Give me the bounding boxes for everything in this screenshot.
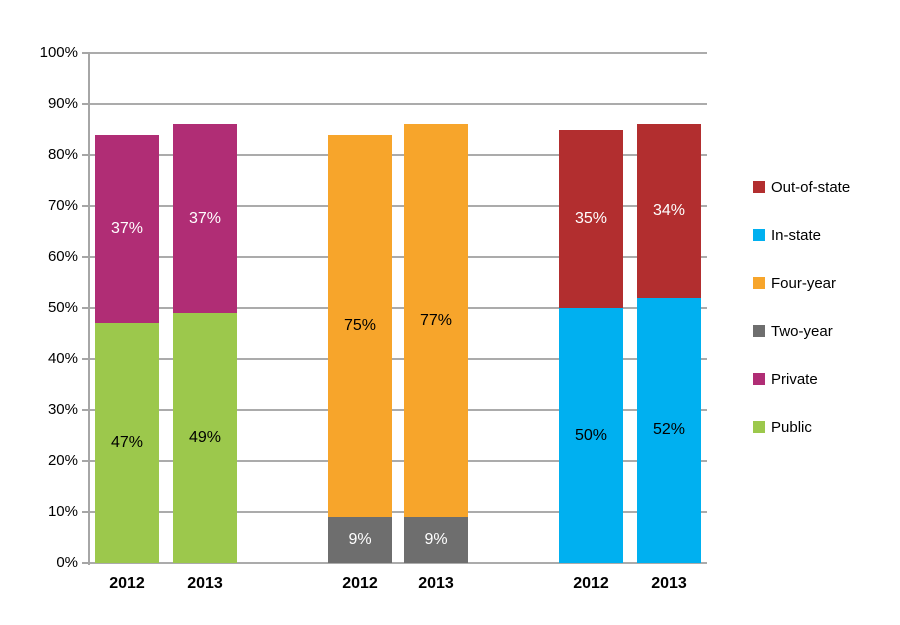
legend-item-out-of-state: Out-of-state	[753, 163, 850, 211]
legend-item-two-year: Two-year	[753, 307, 850, 355]
y-axis-tick	[82, 511, 90, 513]
stacked-bar: 9% 77%	[404, 53, 468, 563]
legend-swatch-public	[753, 421, 765, 433]
legend-item-public: Public	[753, 403, 850, 451]
bar-segment-label: 52%	[652, 421, 686, 439]
stacked-bar: 52% 34%	[637, 53, 701, 563]
bar-segment-out-of-state: 34%	[637, 124, 701, 298]
legend-swatch-in-state	[753, 229, 765, 241]
y-axis-tick-label: 0%	[56, 554, 78, 571]
legend-swatch-out-of-state	[753, 181, 765, 193]
bar-segment-label: 50%	[574, 426, 608, 444]
y-axis-tick-label: 60%	[47, 248, 78, 265]
gridline	[90, 154, 707, 156]
legend-item-private: Private	[753, 355, 850, 403]
gridline	[90, 358, 707, 360]
bar-segment-label: 34%	[652, 202, 686, 220]
x-axis-tick-label: 2013	[187, 575, 223, 592]
stacked-bar: 49% 37%	[173, 53, 237, 563]
y-axis-tick	[82, 460, 90, 462]
y-axis-tick	[82, 562, 90, 564]
bar-segment-out-of-state: 35%	[559, 129, 623, 308]
x-axis-tick-label: 2012	[109, 575, 145, 592]
gridline	[90, 307, 707, 309]
legend-label: Two-year	[771, 322, 833, 340]
x-axis-tick-label: 2012	[342, 575, 378, 592]
bar-segment-label: 49%	[188, 429, 222, 447]
y-axis-tick-label: 90%	[47, 95, 78, 112]
legend-label: Private	[771, 370, 818, 388]
legend-label: Four-year	[771, 274, 837, 292]
gridline	[90, 205, 707, 207]
y-axis-tick	[82, 307, 90, 309]
gridline	[90, 562, 707, 564]
bar-segment-label: 9%	[424, 531, 448, 549]
y-axis-tick	[82, 409, 90, 411]
bar-segment-two-year: 9%	[328, 517, 392, 563]
y-axis-tick-label: 50%	[47, 299, 78, 316]
y-axis-tick	[82, 103, 90, 105]
legend-label: Out-of-state	[771, 178, 851, 196]
y-axis-tick	[82, 154, 90, 156]
gridline	[90, 511, 707, 513]
y-axis-tick-label: 70%	[47, 197, 78, 214]
bar-segment-in-state: 52%	[637, 297, 701, 563]
y-axis-tick-label: 100%	[39, 44, 78, 61]
legend-swatch-four-year	[753, 277, 765, 289]
y-axis-tick-label: 80%	[47, 146, 78, 163]
legend-item-in-state: In-state	[753, 211, 850, 259]
legend-swatch-two-year	[753, 325, 765, 337]
gridline	[90, 256, 707, 258]
bar-segment-label: 9%	[348, 531, 372, 549]
y-axis-tick	[82, 52, 90, 54]
bar-segment-label: 37%	[110, 219, 144, 237]
bar-segment-in-state: 50%	[559, 308, 623, 563]
x-axis-tick-label: 2012	[573, 575, 609, 592]
gridline	[90, 409, 707, 411]
legend-label: In-state	[771, 226, 822, 244]
bar-segment-public: 49%	[173, 313, 237, 563]
y-axis-tick	[82, 256, 90, 258]
legend-item-four-year: Four-year	[753, 259, 850, 307]
plot-area: 100% 90% 80% 70% 60% 50% 40% 30% 20% 10% 0% 47% 37% 2…	[40, 44, 707, 592]
legend-swatch-private	[753, 373, 765, 385]
bar-segment-four-year: 77%	[404, 124, 468, 518]
y-axis-tick	[82, 358, 90, 360]
y-axis-tick-label: 10%	[47, 503, 78, 520]
bar-segment-label: 77%	[419, 311, 453, 329]
x-axis-tick-label: 2013	[418, 575, 454, 592]
stacked-bar: 9% 75%	[328, 53, 392, 563]
bar-segment-label: 37%	[188, 209, 222, 227]
gridline	[90, 52, 707, 54]
legend: Out-of-state In-state Four-year Two-year…	[753, 163, 850, 451]
y-axis-tick-label: 40%	[47, 350, 78, 367]
bar-segment-label: 75%	[343, 316, 377, 334]
y-axis-line	[88, 53, 90, 565]
x-axis-tick-label: 2013	[651, 575, 687, 592]
gridline	[90, 460, 707, 462]
y-axis-tick-label: 20%	[47, 452, 78, 469]
bar-segment-label: 35%	[574, 209, 608, 227]
y-axis-tick-label: 30%	[47, 401, 78, 418]
legend-label: Public	[771, 418, 812, 436]
y-axis-tick	[82, 205, 90, 207]
gridline	[90, 103, 707, 105]
bar-segment-private: 37%	[95, 134, 159, 324]
bar-segment-four-year: 75%	[328, 134, 392, 518]
bar-segment-label: 47%	[110, 434, 144, 452]
bar-segment-public: 47%	[95, 323, 159, 563]
stacked-bar: 47% 37%	[95, 53, 159, 563]
bar-segment-two-year: 9%	[404, 517, 468, 563]
bar-segment-private: 37%	[173, 124, 237, 314]
stacked-bar: 50% 35%	[559, 53, 623, 563]
